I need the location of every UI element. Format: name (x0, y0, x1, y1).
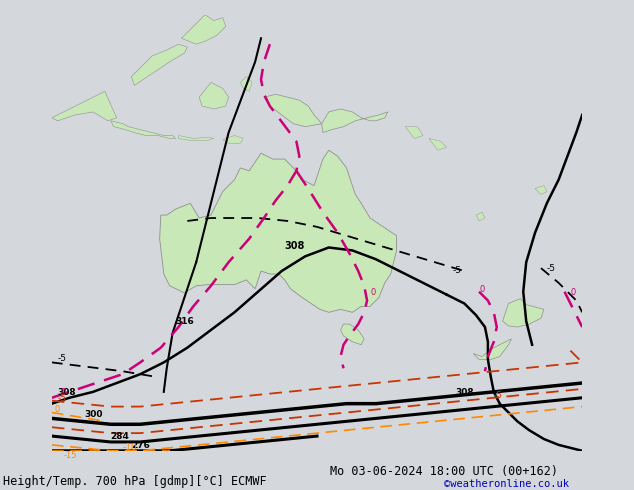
Text: Mo 03-06-2024 18:00 UTC (00+162): Mo 03-06-2024 18:00 UTC (00+162) (330, 465, 558, 478)
Polygon shape (111, 121, 176, 139)
Polygon shape (429, 139, 446, 150)
Text: -5: -5 (547, 264, 556, 273)
Polygon shape (181, 15, 226, 44)
Polygon shape (405, 127, 423, 139)
Text: 0: 0 (55, 406, 60, 415)
Polygon shape (476, 212, 485, 221)
Text: -5: -5 (58, 393, 67, 403)
Text: 0: 0 (61, 388, 66, 397)
Polygon shape (131, 44, 188, 85)
Text: -5: -5 (58, 354, 67, 363)
Text: 0: 0 (370, 288, 375, 296)
Text: 284: 284 (111, 432, 129, 441)
Polygon shape (503, 299, 544, 327)
Text: 308: 308 (285, 241, 305, 251)
Polygon shape (473, 339, 512, 360)
Polygon shape (199, 82, 229, 109)
Text: 308: 308 (58, 388, 76, 397)
Text: -5: -5 (453, 266, 462, 275)
Polygon shape (179, 136, 214, 141)
Text: -5: -5 (494, 391, 503, 400)
Polygon shape (52, 91, 117, 121)
Text: 0: 0 (479, 285, 484, 294)
Text: Height/Temp. 700 hPa [gdmp][°C] ECMWF: Height/Temp. 700 hPa [gdmp][°C] ECMWF (3, 474, 267, 488)
Text: -10: -10 (122, 442, 138, 452)
Text: 276: 276 (131, 441, 150, 450)
Polygon shape (264, 94, 321, 127)
Text: -15: -15 (63, 451, 77, 460)
Text: 308: 308 (455, 388, 474, 397)
Text: 300: 300 (84, 410, 103, 418)
Text: ©weatheronline.co.uk: ©weatheronline.co.uk (444, 479, 569, 489)
Polygon shape (321, 109, 388, 133)
Polygon shape (240, 76, 252, 91)
Text: 316: 316 (176, 317, 194, 326)
Polygon shape (535, 186, 547, 195)
Polygon shape (160, 150, 396, 312)
Polygon shape (223, 136, 243, 143)
Polygon shape (340, 324, 364, 345)
Text: 0: 0 (571, 288, 576, 296)
